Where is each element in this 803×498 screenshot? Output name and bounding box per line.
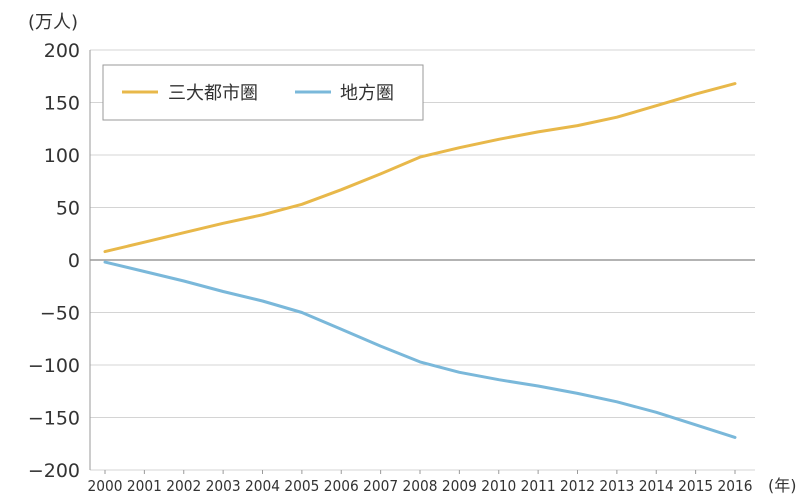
series-lines — [103, 82, 737, 439]
x-tick-label: 2005 — [284, 477, 319, 495]
x-tick-label: 2016 — [718, 477, 753, 495]
y-tick-label: 200 — [44, 40, 80, 62]
y-tick-label: 0 — [68, 250, 80, 272]
x-tick-label: 2004 — [245, 477, 280, 495]
y-axis-ticks: 200 150 100 50 0 −50 −100 −150 −200 — [28, 40, 80, 482]
x-tick-label: 2002 — [166, 477, 201, 495]
legend-label: 三大都市圏 — [168, 83, 258, 104]
x-tick-label: 2012 — [560, 477, 595, 495]
series-line-1 — [103, 82, 737, 254]
x-tick-label: 2000 — [88, 477, 123, 495]
x-tick-label: 2015 — [678, 477, 713, 495]
x-tick-label: 2011 — [521, 477, 556, 495]
y-tick-label: 50 — [56, 198, 80, 220]
y-axis-unit-label: (万人) — [28, 12, 78, 33]
x-tick-label: 2007 — [363, 477, 398, 495]
y-tick-label: 150 — [44, 93, 80, 115]
legend-label: 地方圏 — [340, 83, 394, 104]
x-tick-label: 2013 — [599, 477, 634, 495]
x-tick-label: 2008 — [403, 477, 438, 495]
y-tick-label: 100 — [44, 145, 80, 167]
y-tick-label: −200 — [28, 460, 80, 482]
x-axis-ticks: 2000 2001 2002 2003 2004 2005 2006 2007 2008 2009… — [88, 470, 753, 495]
y-tick-label: −150 — [28, 408, 80, 430]
x-tick-label: 2014 — [639, 477, 674, 495]
x-tick-label: 2010 — [481, 477, 516, 495]
x-axis-unit-label: (年) — [768, 476, 797, 495]
x-tick-label: 2006 — [324, 477, 359, 495]
y-tick-label: −100 — [28, 355, 80, 377]
x-tick-label: 2003 — [206, 477, 241, 495]
y-tick-label: −50 — [40, 303, 80, 325]
x-tick-label: 2009 — [442, 477, 477, 495]
series-line-2 — [103, 260, 737, 439]
x-tick-label: 2001 — [127, 477, 162, 495]
legend: 三大都市圏 地方圏 — [102, 64, 424, 121]
